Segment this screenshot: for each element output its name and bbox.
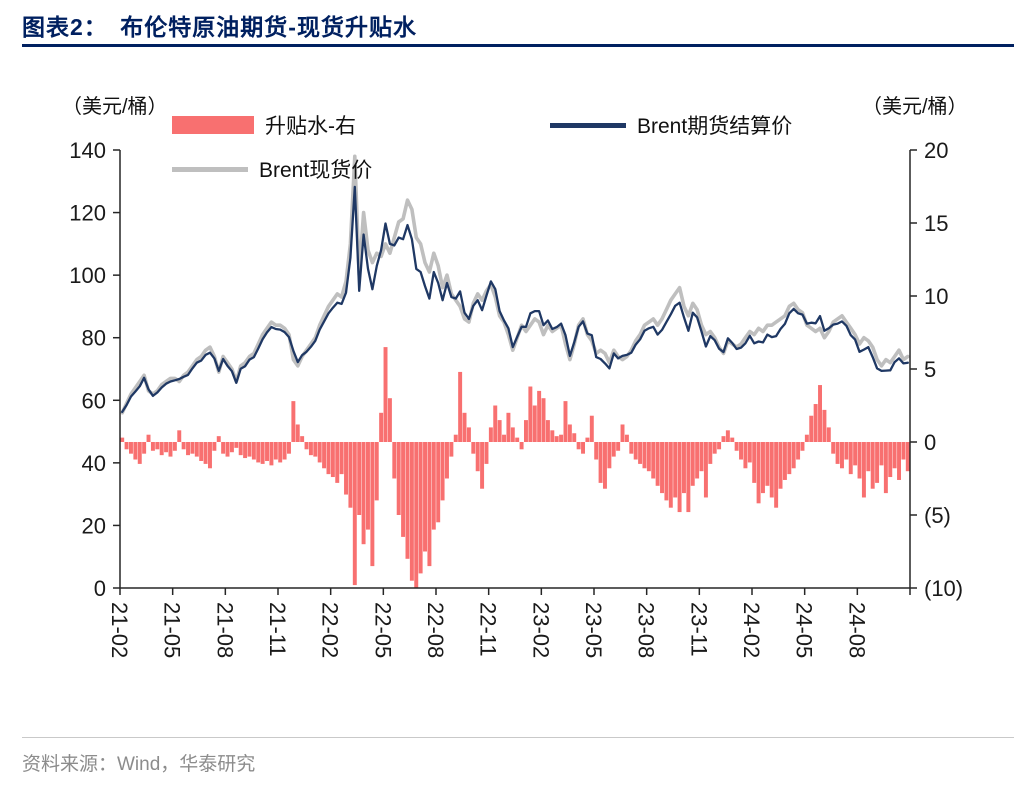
futures-swatch <box>550 122 626 128</box>
title-rule <box>22 44 1014 47</box>
legend-item-futures: Brent期货结算价 <box>550 110 792 140</box>
premium-swatch <box>172 116 254 134</box>
left-axis-tick-label: 40 <box>82 451 106 476</box>
left-axis-tick-label: 0 <box>94 576 106 601</box>
chart-area: 0 20 40 60 80 100 120 140 (10) (5) 0 5 10 15 20 21-02 21… <box>0 56 1036 696</box>
legend-item-premium: 升贴水-右 <box>172 110 356 140</box>
x-axis-tick-label: 22-08 <box>423 602 448 658</box>
legend-item-spot: Brent现货价 <box>172 154 372 184</box>
right-axis-tick-label: 20 <box>924 138 948 163</box>
axis-labels: 0 20 40 60 80 100 120 140 (10) (5) 0 5 10 15 20 21-02 21… <box>69 138 963 658</box>
x-axis-tick-label: 23-11 <box>686 602 711 657</box>
left-axis-unit-label: （美元/桶） <box>62 96 168 118</box>
x-axis-tick-label: 21-02 <box>107 602 132 658</box>
x-axis-tick-label: 24-08 <box>844 602 869 658</box>
right-axis-tick-label: 10 <box>924 284 948 309</box>
legend-spot-label: Brent现货价 <box>259 159 373 182</box>
x-axis-tick-label: 24-05 <box>792 602 817 658</box>
source-divider <box>22 737 1014 738</box>
x-axis-tick-label: 23-05 <box>581 602 606 658</box>
right-axis-tick-label: 15 <box>924 211 948 236</box>
x-axis-tick-label: 22-05 <box>370 602 395 658</box>
left-axis-tick-label: 60 <box>82 388 106 413</box>
right-axis-tick-label: 0 <box>924 430 936 455</box>
left-axis-tick-label: 120 <box>69 201 106 226</box>
left-axis-tick-label: 20 <box>82 513 106 538</box>
legend-premium-label: 升贴水-右 <box>265 115 356 138</box>
futures-price-line <box>121 185 909 414</box>
brent-premium-chart: 0 20 40 60 80 100 120 140 (10) (5) 0 5 10 15 20 21-02 21… <box>69 138 963 658</box>
x-axis-tick-label: 21-05 <box>160 602 185 658</box>
legend-futures-label: Brent期货结算价 <box>637 115 793 138</box>
right-axis-tick-label: (5) <box>924 503 951 528</box>
x-axis-tick-label: 23-08 <box>634 602 659 658</box>
source-text: 资料来源：Wind，华泰研究 <box>22 754 256 775</box>
right-axis-unit-label: （美元/桶） <box>862 96 968 118</box>
tick-marks <box>113 149 917 595</box>
x-axis-tick-label: 22-11 <box>476 602 501 657</box>
figure-title: 图表2： 布伦特原油期货-现货升贴水 <box>22 14 417 40</box>
x-axis-tick-label: 21-08 <box>212 602 237 658</box>
premium-bars <box>120 347 910 588</box>
spot-swatch <box>172 166 248 172</box>
x-axis-tick-label: 24-02 <box>739 602 764 658</box>
x-axis-tick-label: 21-11 <box>265 602 290 657</box>
left-axis-tick-label: 140 <box>69 138 106 163</box>
right-axis-tick-label: (10) <box>924 576 963 601</box>
right-axis-tick-label: 5 <box>924 357 936 382</box>
left-axis-tick-label: 80 <box>82 326 106 351</box>
left-axis-tick-label: 100 <box>69 263 106 288</box>
x-axis-tick-label: 23-02 <box>528 602 553 658</box>
x-axis-tick-label: 22-02 <box>318 602 343 658</box>
